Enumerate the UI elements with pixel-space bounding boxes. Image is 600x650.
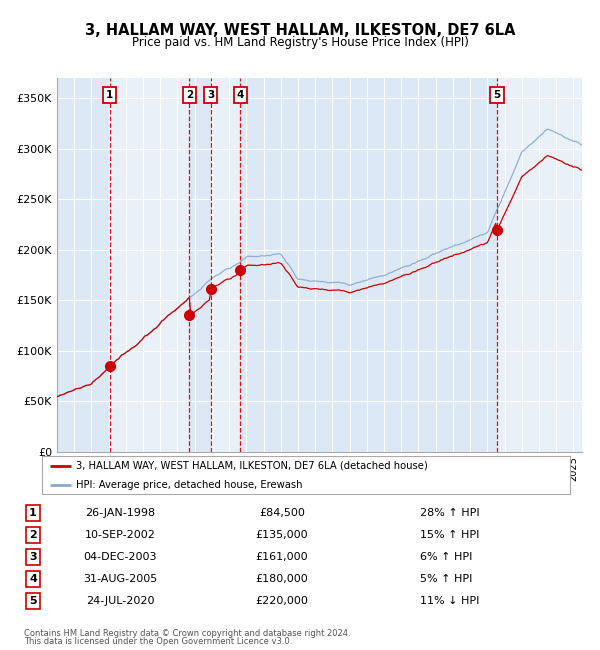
Text: 04-DEC-2003: 04-DEC-2003 bbox=[83, 552, 157, 562]
Text: £161,000: £161,000 bbox=[256, 552, 308, 562]
Bar bbox=[110, 78, 190, 452]
Bar bbox=[241, 78, 497, 452]
Text: 3: 3 bbox=[29, 552, 37, 562]
Text: 4: 4 bbox=[29, 574, 37, 584]
Text: 1: 1 bbox=[29, 508, 37, 518]
Text: £84,500: £84,500 bbox=[259, 508, 305, 518]
Bar bbox=[57, 78, 110, 452]
Text: 3, HALLAM WAY, WEST HALLAM, ILKESTON, DE7 6LA (detached house): 3, HALLAM WAY, WEST HALLAM, ILKESTON, DE… bbox=[76, 461, 428, 471]
Text: 15% ↑ HPI: 15% ↑ HPI bbox=[420, 530, 479, 540]
Text: 24-JUL-2020: 24-JUL-2020 bbox=[86, 596, 154, 606]
Text: 11% ↓ HPI: 11% ↓ HPI bbox=[420, 596, 479, 606]
Text: HPI: Average price, detached house, Erewash: HPI: Average price, detached house, Erew… bbox=[76, 480, 303, 489]
Text: 5: 5 bbox=[493, 90, 500, 100]
Text: £180,000: £180,000 bbox=[256, 574, 308, 584]
Text: 2: 2 bbox=[186, 90, 193, 100]
Text: 3: 3 bbox=[207, 90, 214, 100]
Bar bbox=[497, 78, 582, 452]
Text: 5% ↑ HPI: 5% ↑ HPI bbox=[420, 574, 472, 584]
Text: 2: 2 bbox=[29, 530, 37, 540]
Text: £135,000: £135,000 bbox=[256, 530, 308, 540]
Text: £220,000: £220,000 bbox=[256, 596, 308, 606]
Text: This data is licensed under the Open Government Licence v3.0.: This data is licensed under the Open Gov… bbox=[24, 636, 292, 645]
Text: 28% ↑ HPI: 28% ↑ HPI bbox=[420, 508, 479, 518]
Text: 6% ↑ HPI: 6% ↑ HPI bbox=[420, 552, 472, 562]
Text: 31-AUG-2005: 31-AUG-2005 bbox=[83, 574, 157, 584]
Bar bbox=[211, 78, 241, 452]
Bar bbox=[190, 78, 211, 452]
Text: 26-JAN-1998: 26-JAN-1998 bbox=[85, 508, 155, 518]
Text: 4: 4 bbox=[237, 90, 244, 100]
Text: Price paid vs. HM Land Registry's House Price Index (HPI): Price paid vs. HM Land Registry's House … bbox=[131, 36, 469, 49]
Text: 1: 1 bbox=[106, 90, 113, 100]
Text: Contains HM Land Registry data © Crown copyright and database right 2024.: Contains HM Land Registry data © Crown c… bbox=[24, 629, 350, 638]
Text: 10-SEP-2002: 10-SEP-2002 bbox=[85, 530, 155, 540]
Text: 5: 5 bbox=[29, 596, 37, 606]
Text: 3, HALLAM WAY, WEST HALLAM, ILKESTON, DE7 6LA: 3, HALLAM WAY, WEST HALLAM, ILKESTON, DE… bbox=[85, 23, 515, 38]
